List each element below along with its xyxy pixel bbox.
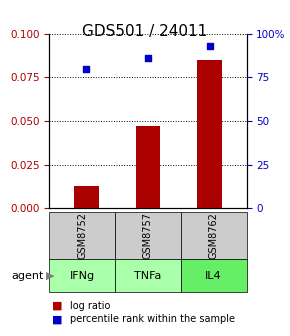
Text: IFNg: IFNg	[70, 270, 95, 281]
Text: GSM8762: GSM8762	[209, 212, 219, 259]
Text: percentile rank within the sample: percentile rank within the sample	[70, 314, 235, 324]
Text: ■: ■	[52, 314, 63, 324]
Text: log ratio: log ratio	[70, 301, 110, 311]
Bar	[74, 185, 99, 208]
Text: IL4: IL4	[205, 270, 222, 281]
Text: agent: agent	[11, 270, 44, 281]
Text: GDS501 / 24011: GDS501 / 24011	[82, 24, 208, 39]
Text: ■: ■	[52, 301, 63, 311]
Text: GSM8757: GSM8757	[143, 212, 153, 259]
Point	[84, 66, 89, 71]
Text: TNFa: TNFa	[134, 270, 162, 281]
Text: ▶: ▶	[46, 270, 55, 281]
Bar	[197, 60, 222, 208]
Point	[146, 55, 150, 61]
Bar	[136, 126, 160, 208]
Point	[207, 43, 212, 48]
Text: GSM8752: GSM8752	[77, 212, 87, 259]
